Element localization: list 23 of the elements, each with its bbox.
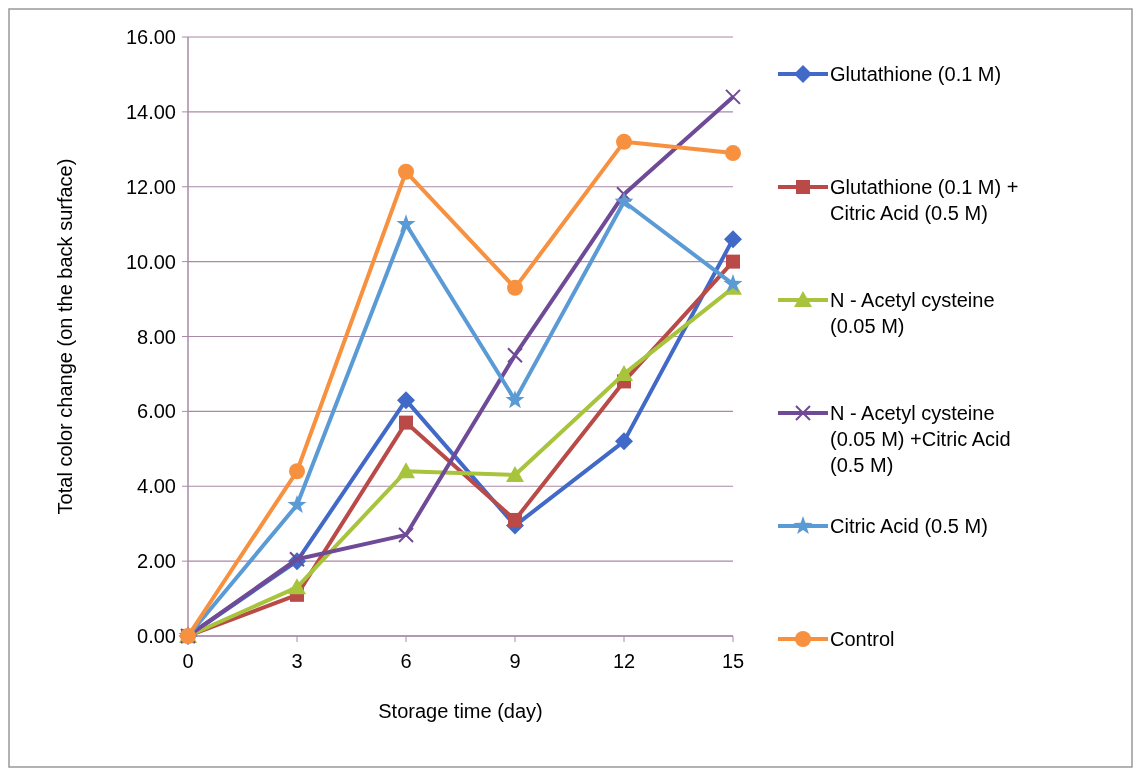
y-tick-label: 2.00	[137, 550, 176, 573]
x-tick-label: 12	[612, 650, 636, 672]
x-tick-label: 0	[182, 650, 194, 672]
legend-label: N - Acetyl cysteine (0.05 M) +Citric Acid (0.5 M)	[830, 402, 1011, 476]
x-tick-label: 3	[291, 650, 303, 672]
y-tick-label: 6.00	[137, 400, 176, 423]
legend-label: Control	[830, 628, 895, 650]
y-tick-label: 12.00	[125, 175, 176, 198]
y-axis-title: Total color change (on the back surface)	[54, 158, 76, 515]
legend-label: N - Acetyl cysteine (0.05 M)	[830, 289, 995, 337]
y-tick-label: 8.00	[137, 325, 176, 348]
x-axis-title: Storage time (day)	[378, 700, 543, 722]
legend-label: Citric Acid (0.5 M)	[830, 515, 988, 537]
y-tick-label: 16.00	[125, 26, 176, 48]
x-tick-label: 6	[400, 650, 412, 672]
legend-label: Glutathione (0.1 M)	[830, 63, 1002, 85]
y-tick-label: 4.00	[137, 475, 176, 498]
x-tick-label: 9	[509, 650, 521, 672]
x-tick-label: 15	[721, 650, 745, 672]
y-tick-label: 0.00	[137, 625, 176, 647]
legend-label: Glutathione (0.1 M) + Citric Acid (0.5 M)	[830, 176, 1019, 224]
y-tick-label: 14.00	[125, 100, 176, 123]
y-tick-label: 10.00	[125, 250, 176, 273]
